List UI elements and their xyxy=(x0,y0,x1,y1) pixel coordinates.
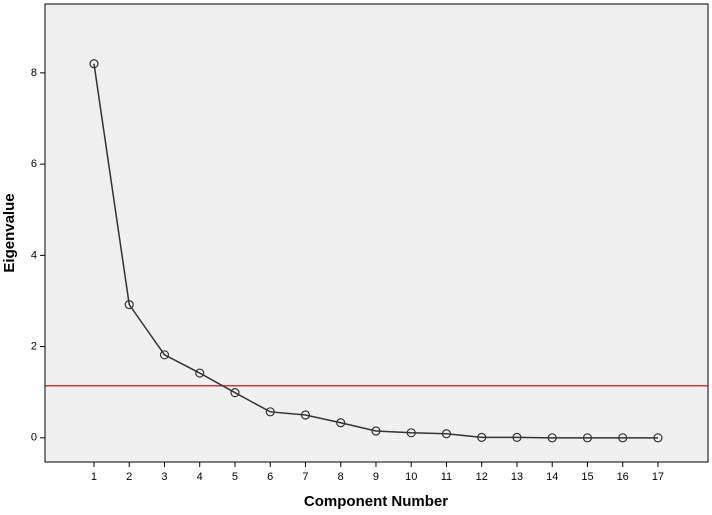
data-point xyxy=(406,428,416,438)
data-point xyxy=(195,368,205,378)
x-tick-label: 8 xyxy=(338,471,344,483)
x-tick-label: 15 xyxy=(581,471,593,483)
x-tick-label: 14 xyxy=(546,471,558,483)
x-tick-label: 9 xyxy=(373,471,379,483)
x-tick-label: 5 xyxy=(232,471,238,483)
x-tick-label: 12 xyxy=(476,471,488,483)
x-tick-label: 3 xyxy=(161,471,167,483)
data-point xyxy=(230,388,240,398)
x-tick-label: 10 xyxy=(405,471,417,483)
data-point xyxy=(653,433,663,443)
data-point xyxy=(582,433,593,443)
x-axis-title: Component Number xyxy=(304,493,448,510)
y-tick-label: 8 xyxy=(31,67,37,79)
x-tick-label: 2 xyxy=(126,471,132,483)
series-line xyxy=(93,63,658,439)
y-tick-label: 2 xyxy=(31,340,37,352)
data-point xyxy=(265,407,275,417)
data-point xyxy=(336,418,346,428)
data-point xyxy=(618,433,628,443)
x-tick-label: 6 xyxy=(267,471,273,483)
x-tick-label: 11 xyxy=(441,471,452,483)
x-tick-label: 13 xyxy=(511,471,523,483)
x-tick-label: 7 xyxy=(302,471,308,483)
data-point xyxy=(371,426,381,436)
plot-area xyxy=(44,3,709,463)
y-tick-label: 0 xyxy=(31,432,37,444)
data-point xyxy=(300,410,311,420)
y-axis-title: Eigenvalue xyxy=(1,193,18,272)
data-point xyxy=(124,300,134,310)
data-point xyxy=(547,433,557,443)
data-point xyxy=(89,59,99,69)
x-tick-label: 4 xyxy=(197,471,203,483)
x-tick-label: 1 xyxy=(91,471,97,483)
data-point xyxy=(159,350,170,360)
data-point xyxy=(441,429,452,439)
y-tick-label: 4 xyxy=(31,249,37,261)
data-point xyxy=(512,432,522,442)
y-tick-label: 6 xyxy=(31,158,37,170)
x-tick-label: 17 xyxy=(652,471,664,483)
x-tick-label: 16 xyxy=(617,471,629,483)
data-point xyxy=(477,432,487,442)
